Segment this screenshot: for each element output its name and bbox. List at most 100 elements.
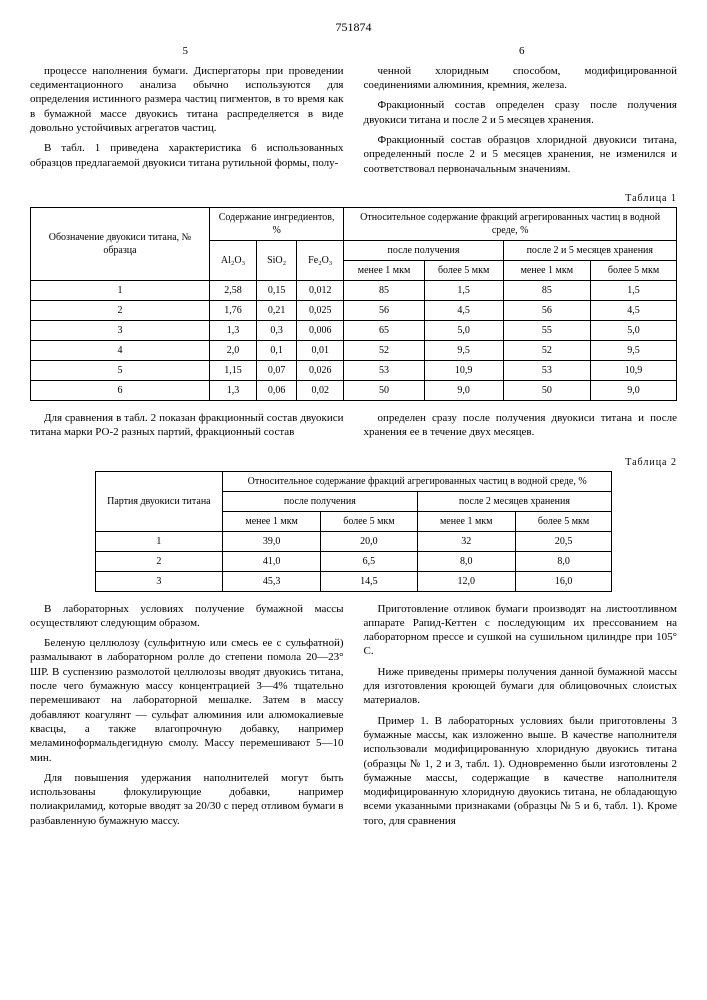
column-page-numbers: 5 6 <box>30 44 677 58</box>
th: менее 1 мкм <box>503 260 590 280</box>
td: 32 <box>417 531 515 551</box>
td: 53 <box>344 360 424 380</box>
para: Пример 1. В лабораторных условиях были п… <box>364 714 678 828</box>
top-right-col: ченной хлоридным способом, модифицирован… <box>364 64 678 182</box>
td: 6,5 <box>321 551 417 571</box>
th: после 2 и 5 месяцев хранения <box>503 240 676 260</box>
td: 20,0 <box>321 531 417 551</box>
th: Al₂O₃ <box>209 240 256 280</box>
th: Fe₂O₃ <box>297 240 344 280</box>
doc-number: 751874 <box>30 20 677 36</box>
td: 5 <box>31 360 210 380</box>
table2-label: Таблица 2 <box>30 456 677 469</box>
td: 2 <box>95 551 222 571</box>
table-row: 12,580,150,012851,5851,5 <box>31 280 677 300</box>
td: 0,3 <box>257 320 297 340</box>
td: 0,15 <box>257 280 297 300</box>
th: Относительное содержание фракций агрегир… <box>223 471 612 491</box>
td: 8,0 <box>515 551 611 571</box>
td: 0,21 <box>257 300 297 320</box>
td: 9,5 <box>424 340 503 360</box>
td: 3 <box>95 571 222 591</box>
td: 56 <box>344 300 424 320</box>
td: 2,58 <box>209 280 256 300</box>
mid-text-block: Для сравнения в табл. 2 показан фракцион… <box>30 411 677 446</box>
td: 0,02 <box>297 380 344 400</box>
td: 9,0 <box>424 380 503 400</box>
table-row: 42,00,10,01529,5529,5 <box>31 340 677 360</box>
td: 5,0 <box>591 320 677 340</box>
td: 52 <box>344 340 424 360</box>
td: 1,5 <box>591 280 677 300</box>
td: 85 <box>503 280 590 300</box>
para: определен сразу после получения двуокиси… <box>364 411 678 440</box>
td: 50 <box>503 380 590 400</box>
td: 0,01 <box>297 340 344 360</box>
td: 0,1 <box>257 340 297 360</box>
td: 9,5 <box>591 340 677 360</box>
td: 0,006 <box>297 320 344 340</box>
td: 16,0 <box>515 571 611 591</box>
td: 1,5 <box>424 280 503 300</box>
td: 2 <box>31 300 210 320</box>
td: 1 <box>95 531 222 551</box>
td: 20,5 <box>515 531 611 551</box>
td: 4,5 <box>424 300 503 320</box>
td: 10,9 <box>424 360 503 380</box>
th: после получения <box>223 491 418 511</box>
top-left-col: процессе наполнения бумаги. Диспергаторы… <box>30 64 344 182</box>
td: 1,3 <box>209 380 256 400</box>
th: более 5 мкм <box>424 260 503 280</box>
right-col-num: 6 <box>366 44 677 58</box>
para: Ниже приведены примеры получения данной … <box>364 665 678 708</box>
para: Для сравнения в табл. 2 показан фракцион… <box>30 411 344 440</box>
table-row: 31,30,30,006655,0555,0 <box>31 320 677 340</box>
td: 56 <box>503 300 590 320</box>
table-row: 21,760,210,025564,5564,5 <box>31 300 677 320</box>
td: 41,0 <box>223 551 321 571</box>
table-1: Обозначение двуокиси титана, № образца С… <box>30 207 677 401</box>
para: Фракционный состав образцов хлоридной дв… <box>364 133 678 176</box>
td: 0,025 <box>297 300 344 320</box>
table-row: 139,020,03220,5 <box>95 531 612 551</box>
table-2: Партия двуокиси титана Относительное сод… <box>95 471 613 592</box>
td: 0,026 <box>297 360 344 380</box>
td: 6 <box>31 380 210 400</box>
td: 45,3 <box>223 571 321 591</box>
td: 55 <box>503 320 590 340</box>
table-row: 345,314,512,016,0 <box>95 571 612 591</box>
th: после 2 месяцев хранения <box>417 491 612 511</box>
table-row: 241,06,58,08,0 <box>95 551 612 571</box>
td: 8,0 <box>417 551 515 571</box>
para: Фракционный состав определен сразу после… <box>364 98 678 127</box>
th: менее 1 мкм <box>417 511 515 531</box>
para: Беленую целлюлозу (сульфитную или смесь … <box>30 636 344 765</box>
td: 53 <box>503 360 590 380</box>
td: 52 <box>503 340 590 360</box>
td: 0,06 <box>257 380 297 400</box>
th: после получения <box>344 240 503 260</box>
th: Обозначение двуокиси титана, № образца <box>31 207 210 280</box>
para: В лабораторных условиях получение бумажн… <box>30 602 344 631</box>
td: 9,0 <box>591 380 677 400</box>
td: 1,15 <box>209 360 256 380</box>
td: 2,0 <box>209 340 256 360</box>
bottom-text-block: В лабораторных условиях получение бумажн… <box>30 602 677 834</box>
td: 1,76 <box>209 300 256 320</box>
th: SiO₂ <box>257 240 297 280</box>
td: 39,0 <box>223 531 321 551</box>
td: 4,5 <box>591 300 677 320</box>
para: Для повышения удержания наполнителей мог… <box>30 771 344 828</box>
th: Относительное содержание фракций агрегир… <box>344 207 677 240</box>
para: В табл. 1 приведена характеристика 6 исп… <box>30 141 344 170</box>
th: более 5 мкм <box>591 260 677 280</box>
td: 1 <box>31 280 210 300</box>
td: 4 <box>31 340 210 360</box>
th: менее 1 мкм <box>344 260 424 280</box>
bottom-right-col: Приготовление отливок бумаги производят … <box>364 602 678 834</box>
th: более 5 мкм <box>321 511 417 531</box>
table-row: 51,150,070,0265310,95310,9 <box>31 360 677 380</box>
td: 0,012 <box>297 280 344 300</box>
th: Содержание ингредиентов, % <box>209 207 343 240</box>
para: процессе наполнения бумаги. Диспергаторы… <box>30 64 344 135</box>
